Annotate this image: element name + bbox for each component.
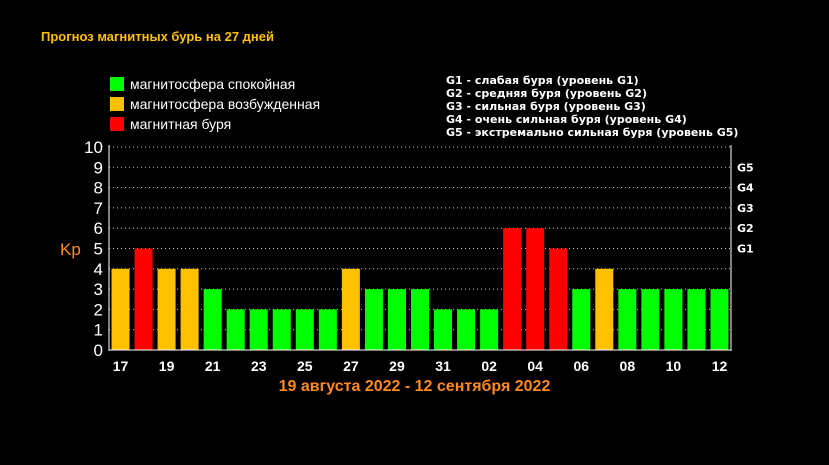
legend-item-quiet: магнитосфера спокойная	[110, 74, 320, 94]
x-tick-label: 04	[527, 358, 543, 374]
x-tick-label: 17	[113, 358, 129, 374]
bar	[411, 289, 429, 350]
x-tick-label: 10	[666, 358, 682, 374]
bar	[341, 268, 360, 350]
legend-item-storm: магнитная буря	[110, 114, 320, 134]
bar	[457, 309, 476, 350]
bar	[549, 248, 568, 350]
bar	[203, 289, 222, 350]
legend-swatch-storm	[110, 117, 124, 131]
right-axis-label: G4	[737, 182, 754, 195]
bar	[710, 289, 729, 350]
storm-level-g2: G2 - средняя буря (уровень G2)	[446, 87, 647, 100]
x-tick-label: 27	[343, 358, 359, 374]
legend: магнитосфера спокойная магнитосфера возб…	[110, 74, 320, 134]
y-tick-label: 7	[94, 199, 103, 218]
bar	[595, 268, 614, 350]
y-tick-label: 0	[94, 341, 103, 360]
bar	[249, 309, 268, 350]
legend-swatch-quiet	[110, 77, 124, 91]
chart-title: Прогноз магнитных бурь на 27 дней	[41, 29, 274, 44]
bar	[572, 289, 591, 350]
bar	[434, 309, 453, 350]
legend-item-active: магнитосфера возбужденная	[110, 94, 320, 114]
y-tick-label: 10	[84, 138, 103, 157]
bar	[318, 309, 337, 350]
y-tick-label: 8	[94, 179, 103, 198]
x-tick-label: 23	[251, 358, 267, 374]
bar	[618, 289, 637, 350]
bar	[111, 268, 130, 350]
bar	[295, 309, 314, 350]
y-tick-label: 4	[94, 260, 103, 279]
bar	[687, 289, 706, 350]
date-range: 19 августа 2022 - 12 сентября 2022	[278, 378, 551, 395]
storm-level-g4: G4 - очень сильная буря (уровень G4)	[446, 113, 687, 126]
y-tick-label: 3	[94, 280, 103, 299]
bar	[480, 309, 499, 350]
storm-level-g5: G5 - экстремально сильная буря (уровень …	[446, 126, 739, 139]
bar	[226, 309, 245, 350]
x-tick-label: 06	[573, 358, 589, 374]
bar	[134, 248, 153, 350]
right-axis-label: G5	[737, 161, 754, 174]
y-axis-label: Kp	[60, 240, 81, 259]
storm-levels-legend: G1 - слабая буря (уровень G1) G2 - средн…	[446, 74, 738, 139]
bar	[180, 268, 199, 350]
legend-label-quiet: магнитосфера спокойная	[130, 76, 296, 92]
bar	[157, 268, 176, 350]
legend-label-storm: магнитная буря	[130, 116, 232, 132]
y-tick-label: 9	[94, 158, 103, 177]
bar	[503, 228, 522, 350]
bar	[641, 289, 660, 350]
bar	[272, 309, 291, 350]
legend-swatch-active	[110, 97, 124, 111]
y-tick-label: 5	[94, 240, 103, 259]
bar	[664, 289, 683, 350]
right-axis-label: G1	[737, 243, 754, 256]
x-tick-label: 02	[481, 358, 497, 374]
right-axis-label: G2	[737, 222, 754, 235]
bar	[364, 289, 383, 350]
bar	[526, 228, 545, 350]
x-tick-label: 12	[712, 358, 728, 374]
x-tick-label: 31	[435, 358, 451, 374]
x-tick-label: 29	[389, 358, 405, 374]
y-tick-label: 6	[94, 219, 103, 238]
x-tick-label: 19	[159, 358, 175, 374]
legend-label-active: магнитосфера возбужденная	[130, 96, 321, 112]
storm-level-g3: G3 - сильная буря (уровень G3)	[446, 100, 646, 113]
x-tick-label: 21	[205, 358, 221, 374]
right-axis-label: G3	[737, 202, 754, 215]
x-tick-label: 25	[297, 358, 313, 374]
storm-level-g1: G1 - слабая буря (уровень G1)	[446, 74, 639, 87]
y-tick-label: 1	[94, 321, 103, 340]
x-tick-label: 08	[620, 358, 636, 374]
y-tick-label: 2	[94, 300, 103, 319]
bar	[387, 289, 406, 350]
